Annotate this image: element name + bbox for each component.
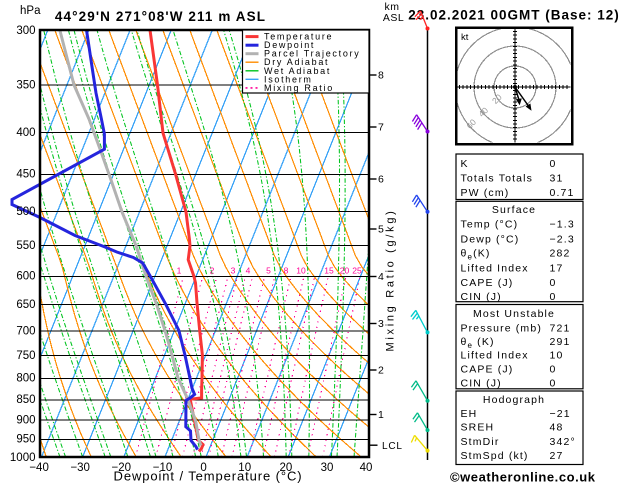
svg-text:4: 4 [378, 271, 384, 283]
svg-text:Totals Totals: Totals Totals [461, 173, 534, 185]
svg-text:4: 4 [246, 266, 251, 276]
svg-text:750: 750 [16, 350, 35, 362]
svg-text:25: 25 [352, 266, 362, 276]
svg-text:Isotherm: Isotherm [264, 74, 313, 84]
svg-text:Wet Adiabat: Wet Adiabat [264, 66, 331, 76]
svg-text:−40: −40 [29, 462, 49, 474]
svg-text:23.02.2021 00GMT (Base: 12): 23.02.2021 00GMT (Base: 12) [408, 8, 620, 23]
svg-text:650: 650 [16, 299, 35, 311]
svg-text:Mixing Ratio (g/kg): Mixing Ratio (g/kg) [385, 209, 397, 352]
svg-text:CIN (J): CIN (J) [461, 291, 502, 303]
svg-text:StmSpd (kt): StmSpd (kt) [461, 450, 529, 462]
svg-text:40: 40 [360, 462, 373, 474]
svg-text:700: 700 [16, 325, 35, 337]
svg-text:K: K [461, 158, 469, 170]
svg-text:300: 300 [16, 25, 35, 37]
svg-text:ASL: ASL [383, 12, 404, 24]
svg-text:800: 800 [16, 373, 35, 385]
svg-text:Temp (°C): Temp (°C) [461, 219, 519, 231]
svg-text:0: 0 [550, 377, 557, 389]
svg-text:550: 550 [16, 240, 35, 252]
svg-text:hPa: hPa [20, 5, 41, 17]
svg-text:Parcel Trajectory: Parcel Trajectory [264, 49, 360, 59]
svg-text:450: 450 [16, 169, 35, 181]
svg-text:0: 0 [200, 462, 206, 474]
svg-text:291: 291 [550, 336, 571, 348]
svg-text:5: 5 [266, 266, 271, 276]
svg-text:−10: −10 [153, 462, 173, 474]
svg-text:LCL: LCL [382, 441, 403, 452]
svg-text:EH: EH [461, 408, 478, 420]
svg-text:20: 20 [340, 266, 350, 276]
svg-text:1: 1 [378, 409, 384, 421]
svg-text:31: 31 [550, 173, 564, 185]
svg-text:−1.3: −1.3 [550, 219, 575, 231]
svg-text:0.71: 0.71 [550, 187, 575, 199]
svg-text:3: 3 [231, 266, 236, 276]
svg-text:2: 2 [210, 266, 215, 276]
svg-text:Hodograph: Hodograph [483, 394, 545, 406]
svg-text:2: 2 [378, 365, 384, 377]
svg-text:Most Unstable: Most Unstable [473, 308, 555, 320]
svg-text:−20: −20 [112, 462, 132, 474]
svg-text:0: 0 [550, 364, 557, 376]
svg-text:CAPE (J): CAPE (J) [461, 364, 514, 376]
svg-text:10: 10 [296, 266, 306, 276]
svg-text:30: 30 [321, 462, 334, 474]
svg-text:10: 10 [238, 462, 251, 474]
svg-text:CAPE (J): CAPE (J) [461, 277, 514, 289]
svg-text:0: 0 [550, 158, 557, 170]
svg-text:7: 7 [378, 122, 384, 134]
svg-text:−21: −21 [550, 408, 571, 420]
svg-text:1: 1 [177, 266, 182, 276]
svg-text:5: 5 [378, 224, 384, 236]
svg-text:Dewp (°C): Dewp (°C) [461, 233, 520, 245]
svg-text:8: 8 [284, 266, 289, 276]
svg-text:θe(K): θe(K) [461, 247, 491, 261]
svg-text:0: 0 [550, 277, 557, 289]
svg-text:282: 282 [550, 247, 571, 259]
svg-text:721: 721 [550, 322, 571, 334]
svg-text:Lifted Index: Lifted Index [461, 349, 529, 361]
svg-text:44°29'N 271°08'W 211 m ASL: 44°29'N 271°08'W 211 m ASL [55, 9, 266, 24]
svg-text:CIN (J): CIN (J) [461, 377, 502, 389]
svg-text:©weatheronline.co.uk: ©weatheronline.co.uk [450, 470, 596, 485]
svg-text:17: 17 [550, 262, 564, 274]
svg-text:10: 10 [550, 349, 564, 361]
svg-text:6: 6 [378, 174, 384, 186]
svg-text:48: 48 [550, 422, 564, 434]
svg-text:Dewpoint: Dewpoint [264, 40, 315, 50]
svg-text:SREH: SREH [461, 422, 495, 434]
svg-text:900: 900 [16, 414, 35, 426]
svg-text:−2.3: −2.3 [550, 233, 575, 245]
svg-text:27: 27 [550, 450, 564, 462]
svg-text:Pressure (mb): Pressure (mb) [461, 322, 542, 334]
svg-text:350: 350 [16, 80, 35, 92]
svg-text:8: 8 [378, 70, 384, 82]
svg-text:3: 3 [378, 318, 384, 330]
svg-text:kt: kt [461, 32, 469, 43]
svg-text:Lifted Index: Lifted Index [461, 262, 529, 274]
svg-text:400: 400 [16, 127, 35, 139]
svg-text:0: 0 [550, 291, 557, 303]
svg-text:Dewpoint / Temperature (°C): Dewpoint / Temperature (°C) [114, 469, 303, 484]
svg-text:Temperature: Temperature [264, 32, 333, 42]
svg-text:1000: 1000 [10, 452, 36, 464]
svg-text:20: 20 [280, 462, 293, 474]
svg-text:Dry Adiabat: Dry Adiabat [264, 57, 329, 67]
svg-text:342°: 342° [550, 436, 576, 448]
svg-text:500: 500 [16, 206, 35, 218]
svg-text:850: 850 [16, 394, 35, 406]
svg-text:km: km [385, 1, 400, 13]
svg-text:600: 600 [16, 271, 35, 283]
svg-text:−30: −30 [70, 462, 90, 474]
svg-text:950: 950 [16, 434, 35, 446]
svg-text:StmDir: StmDir [461, 436, 500, 448]
svg-text:15: 15 [324, 266, 334, 276]
svg-text:Surface: Surface [492, 204, 536, 216]
svg-text:PW (cm): PW (cm) [461, 187, 510, 199]
svg-text:θe (K): θe (K) [461, 336, 495, 350]
svg-text:Mixing Ratio: Mixing Ratio [264, 83, 334, 93]
